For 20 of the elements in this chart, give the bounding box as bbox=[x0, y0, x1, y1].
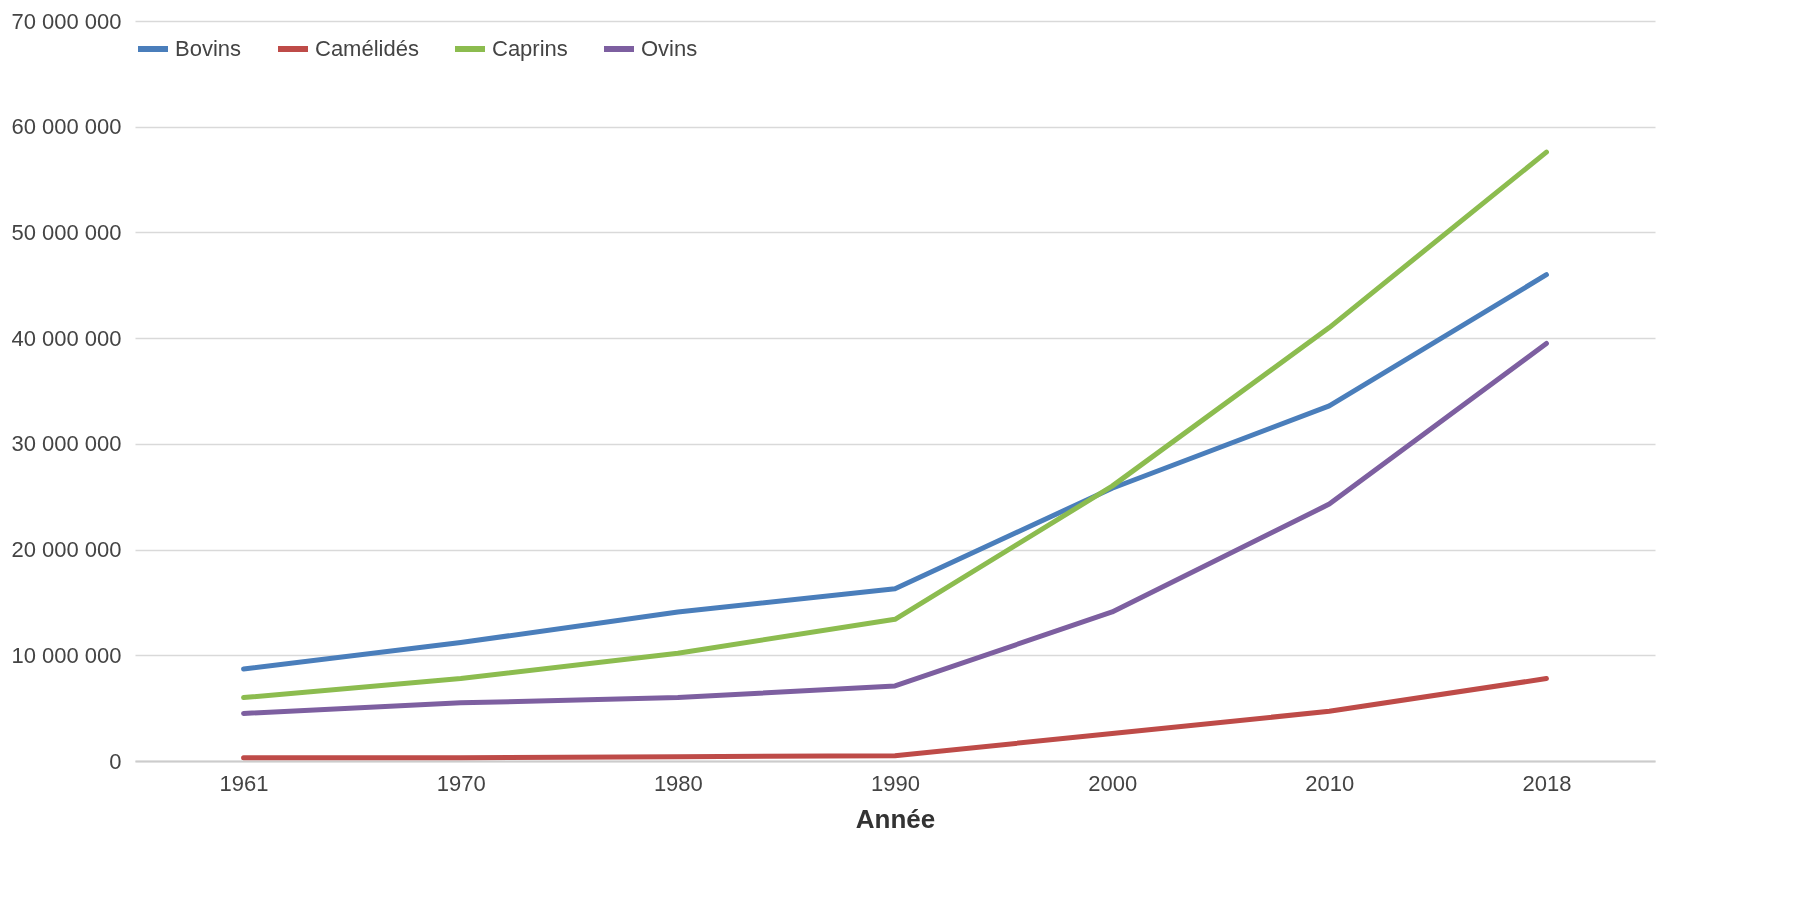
x-axis-title: Année bbox=[855, 803, 936, 834]
legend-label: Camélidés bbox=[315, 36, 419, 61]
y-tick-label: 40 000 000 bbox=[11, 325, 122, 351]
legend-label: Bovins bbox=[175, 36, 242, 61]
y-tick-label: 20 000 000 bbox=[11, 537, 122, 563]
y-tick-label: 0 bbox=[109, 748, 122, 774]
y-tick-label: 30 000 000 bbox=[11, 431, 122, 457]
legend-label: Ovins bbox=[641, 36, 698, 61]
x-tick-label: 1980 bbox=[653, 770, 703, 796]
x-tick-label: 2000 bbox=[1088, 770, 1138, 796]
legend-label: Caprins bbox=[492, 36, 568, 61]
x-tick-label: 1970 bbox=[436, 770, 486, 796]
y-tick-label: 10 000 000 bbox=[11, 642, 122, 668]
x-tick-label: 2018 bbox=[1522, 770, 1572, 796]
x-tick-label: 1990 bbox=[871, 770, 920, 796]
y-tick-label: 70 000 000 bbox=[11, 8, 122, 34]
y-tick-label: 60 000 000 bbox=[11, 114, 122, 140]
x-tick-label: 2010 bbox=[1305, 770, 1355, 796]
x-tick-label: 1961 bbox=[219, 770, 269, 796]
y-tick-label: 50 000 000 bbox=[11, 219, 122, 245]
